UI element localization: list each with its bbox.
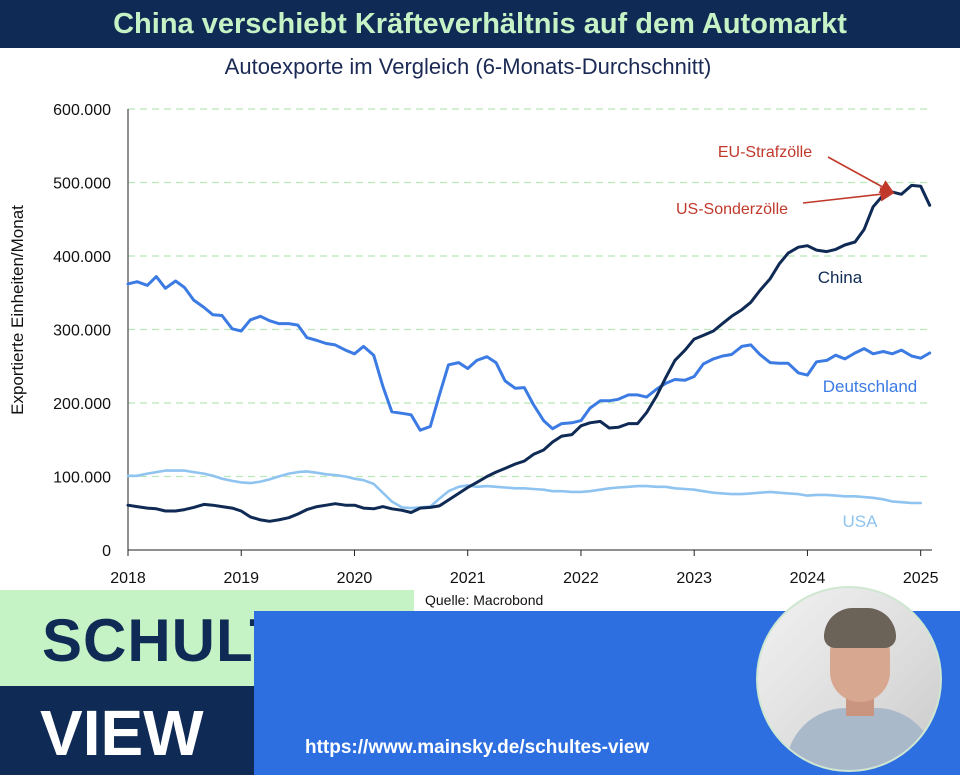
website-link[interactable]: https://www.mainsky.de/schultes-view (305, 737, 650, 758)
annotation-arrow (827, 156, 895, 194)
annotation-label: US-Sonderzölle (676, 201, 788, 218)
y-tick-label: 200.000 (53, 396, 111, 413)
x-tick-label: 2020 (337, 570, 373, 587)
author-portrait (756, 586, 942, 772)
y-tick-label: 500.000 (53, 176, 111, 193)
x-tick-label: 2025 (903, 570, 939, 587)
series-label-usa: USA (843, 512, 879, 531)
x-tick-label: 2023 (676, 570, 712, 587)
page-header: China verschiebt Kräfteverhältnis auf de… (0, 0, 960, 48)
y-tick-label: 300.000 (53, 323, 111, 340)
brand-name-line2: VIEW (40, 697, 204, 769)
y-tick-label: 100.000 (53, 470, 111, 487)
x-tick-label: 2024 (790, 570, 826, 587)
y-tick-label: 0 (102, 543, 111, 560)
brand-name-bottom: VIEW (0, 686, 254, 775)
series-label-china: China (818, 268, 863, 287)
y-tick-label: 600.000 (53, 102, 111, 119)
line-chart: 0 100.000 200.000 300.000 400.000 500.000 600.… (53, 102, 939, 587)
x-tick-label: 2019 (223, 570, 259, 587)
series-line-china (126, 183, 932, 523)
y-tick-label: 400.000 (53, 249, 111, 266)
annotation-arrow (802, 187, 895, 204)
x-tick-label: 2021 (450, 570, 486, 587)
series-line-usa (126, 469, 922, 510)
annotation-label: EU-Strafzölle (718, 144, 812, 161)
series-label-deutschland: Deutschland (823, 377, 918, 396)
x-tick-label: 2018 (110, 570, 146, 587)
chart-title: Autoexporte im Vergleich (6-Monats-Durch… (224, 54, 712, 79)
series-line-deutschland (126, 275, 932, 432)
x-tick-label: 2022 (563, 570, 599, 587)
source-note: Quelle: Macrobond (425, 592, 544, 608)
